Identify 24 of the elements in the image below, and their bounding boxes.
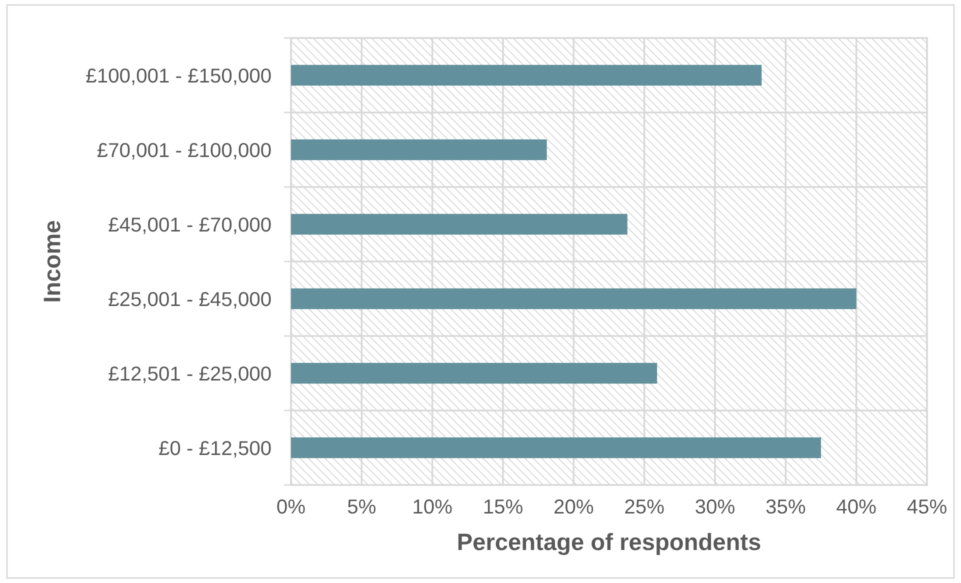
y-tick-label: £100,001 - £150,000 xyxy=(86,68,271,86)
x-tick-label: 25% xyxy=(625,499,664,514)
x-tick-label: 40% xyxy=(836,499,876,514)
bar xyxy=(291,288,856,310)
y-tick-label: £25,001 - £45,000 xyxy=(108,292,271,309)
x-tick-label: 0% xyxy=(277,499,305,514)
bar xyxy=(291,362,658,384)
x-axis-title: Percentage of respondents xyxy=(458,532,760,556)
x-tick-label: 5% xyxy=(348,500,376,514)
bar xyxy=(291,64,762,86)
y-tick-label: £70,001 - £100,000 xyxy=(97,142,271,160)
y-tick-label: £0 - £12,500 xyxy=(159,440,271,458)
x-tick-label: 15% xyxy=(484,500,522,514)
bar xyxy=(291,214,628,235)
y-axis-title: Income xyxy=(44,220,60,302)
x-tick-label: 35% xyxy=(766,499,806,514)
x-tick-label: 10% xyxy=(414,499,452,514)
x-tick-label: 20% xyxy=(554,499,594,514)
y-tick-label: £12,501 - £25,000 xyxy=(108,366,271,384)
bar xyxy=(291,437,821,458)
x-tick-label: 45% xyxy=(907,500,946,514)
y-tick-label: £45,001 - £70,000 xyxy=(108,217,271,234)
x-tick-label: 30% xyxy=(696,499,734,514)
bar xyxy=(291,139,547,160)
